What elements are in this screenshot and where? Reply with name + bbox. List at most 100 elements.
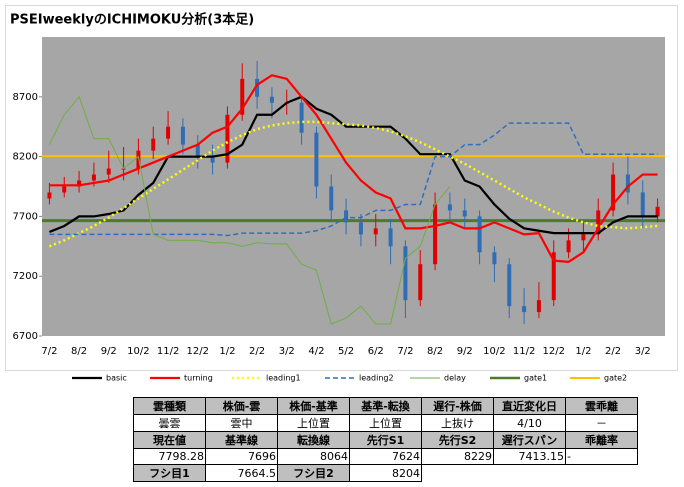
candle-body — [62, 186, 67, 193]
x-tick-label: 10/2 — [483, 346, 505, 357]
legend-label: turning — [184, 374, 213, 383]
table-header-cell: フシ目2 — [277, 464, 350, 482]
x-tick-label: 8/2 — [71, 346, 87, 357]
x-tick-label: 7/2 — [397, 346, 413, 357]
series-line — [49, 95, 658, 235]
series-line — [48, 120, 658, 248]
table-header-cell: 株価-基準 — [277, 397, 350, 415]
candle-body — [611, 174, 616, 211]
x-tick-label: 6/2 — [368, 346, 384, 357]
table-header-cell: フシ目1 — [133, 464, 206, 482]
candle-body — [151, 138, 156, 151]
x-tick-label: 1/2 — [219, 346, 235, 357]
table-header-cell: 先行S1 — [349, 431, 422, 449]
candle-body — [180, 126, 185, 145]
table-header-cell: 乖離率 — [565, 431, 638, 449]
table-header-cell: 基準線 — [205, 431, 278, 449]
candle-body — [358, 222, 363, 235]
candle-body — [77, 180, 82, 187]
x-tick-label: 3/2 — [279, 346, 295, 357]
legend-label: delay — [444, 374, 466, 383]
chart-title: PSEIweeklyのICHIMOKU分析(3本足) — [10, 12, 254, 28]
x-tick-label: 8/2 — [427, 346, 443, 357]
legend-label: leading1 — [266, 374, 301, 383]
candle-body — [551, 252, 556, 301]
table-cell: 8229 — [421, 448, 494, 465]
table-row: フシ目1 7664.5 フシ目2 8204 — [133, 464, 638, 482]
table-cell: 雲中 — [205, 414, 278, 432]
table-header-cell: 遅行-株価 — [421, 397, 494, 415]
legend-label: leading2 — [359, 374, 394, 383]
chart: PSEIweeklyのICHIMOKU分析(3本足) 6700 7200 7700 8… — [5, 5, 678, 383]
legend-label: basic — [106, 374, 127, 383]
table-cell: 7413.15 — [493, 448, 566, 465]
candle-body — [433, 204, 438, 265]
candle-body — [522, 306, 527, 313]
table-cell: 上位置 — [349, 414, 422, 432]
candle-body — [106, 168, 111, 175]
candle-body — [269, 96, 274, 103]
candle-body — [536, 300, 541, 313]
table-row: 7798.28 7696 8064 7624 8229 7413.15- — [133, 448, 638, 465]
legend-label: gate2 — [604, 374, 627, 383]
x-tick-label: 7/2 — [41, 346, 57, 357]
x-tick-label: 3/2 — [635, 346, 651, 357]
x-tick-label: 2/2 — [605, 346, 621, 357]
candle-body — [507, 264, 512, 307]
candle-body — [210, 156, 215, 163]
y-tick-label: 8700 — [13, 92, 38, 103]
candle-body — [566, 240, 571, 253]
candle-body — [418, 264, 423, 301]
table-cell: 7664.5 — [205, 464, 278, 482]
table-cell: - — [565, 448, 638, 465]
y-tick-label: 7200 — [13, 271, 38, 282]
table-header-cell: 転換線 — [277, 431, 350, 449]
table-header-cell: 株価-雲 — [205, 397, 278, 415]
x-tick-label: 4/2 — [308, 346, 324, 357]
candle-body — [195, 144, 200, 157]
table-header-cell: 基準-転換 — [349, 397, 422, 415]
candle-body — [225, 114, 230, 163]
plot-area — [42, 37, 665, 336]
candle-body — [240, 78, 245, 115]
candle-body — [136, 150, 141, 169]
table-cell: 上位置 — [277, 414, 350, 432]
table-row: 現在値 基準線 転換線 先行S1 先行S2 遅行スパン 乖離率 — [133, 431, 638, 449]
table-row: 雲種類 株価-雲 株価-基準 基準-転換 遅行-株価 直近変化日 雲乖離 — [133, 397, 638, 415]
x-tick-label: 11/2 — [513, 346, 535, 357]
series-line — [49, 74, 658, 263]
series-line — [49, 122, 658, 237]
candle-body — [166, 126, 171, 139]
candle-body — [581, 234, 586, 241]
candle-body — [447, 204, 452, 211]
candle-body — [388, 228, 393, 247]
candle-body — [91, 174, 96, 181]
x-tick-label: 12/2 — [543, 346, 565, 357]
x-tick-label: 11/2 — [157, 346, 179, 357]
series-line — [48, 95, 451, 325]
candle-body — [477, 216, 482, 253]
table-cell: 8064 — [277, 448, 350, 465]
x-tick-label: 9/2 — [101, 346, 117, 357]
candle-body — [373, 228, 378, 235]
x-tick-label: 1/2 — [575, 346, 591, 357]
table-cell: 7624 — [349, 448, 422, 465]
table-cell: 上抜け — [421, 414, 494, 432]
table-header-cell: 現在値 — [133, 431, 206, 449]
candle-body — [640, 192, 645, 217]
x-tick-label: 9/2 — [457, 346, 473, 357]
candle-body — [655, 206, 660, 217]
candle-body — [344, 210, 349, 223]
legend-label: gate1 — [524, 374, 547, 383]
candle-body — [492, 252, 497, 265]
summary-table: 雲種類 株価-雲 株価-基準 基準-転換 遅行-株価 直近変化日 雲乖離 曇雲 雲中 上位置 上位置… — [133, 397, 638, 482]
x-tick-label: 5/2 — [338, 346, 354, 357]
candle-body — [596, 210, 601, 235]
x-tick-label: 10/2 — [127, 346, 149, 357]
table-header-cell: 遅行スパン — [493, 431, 566, 449]
candle-body — [47, 192, 52, 199]
x-tick-label: 2/2 — [249, 346, 265, 357]
candle-body — [329, 186, 334, 211]
table-header-cell: 直近変化日 — [493, 397, 566, 415]
